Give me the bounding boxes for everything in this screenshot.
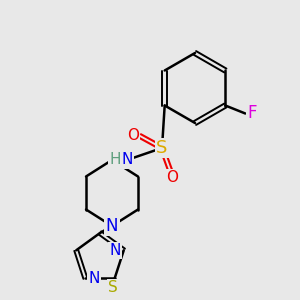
- Text: S: S: [108, 280, 118, 295]
- Text: N: N: [109, 243, 121, 258]
- Text: N: N: [121, 152, 133, 167]
- Text: O: O: [166, 170, 178, 185]
- Text: H: H: [109, 152, 121, 167]
- Text: O: O: [127, 128, 139, 143]
- Text: N: N: [88, 271, 100, 286]
- Text: F: F: [248, 104, 257, 122]
- Text: N: N: [106, 217, 118, 235]
- Text: S: S: [156, 139, 168, 157]
